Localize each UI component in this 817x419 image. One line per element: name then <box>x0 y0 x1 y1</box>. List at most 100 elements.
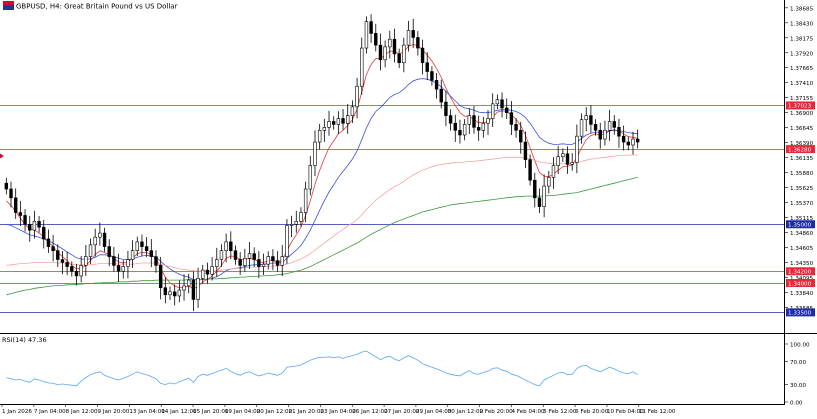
candle <box>191 271 196 312</box>
candle <box>495 94 500 110</box>
time-tick-label: 10 Feb 04:00 <box>607 409 644 415</box>
candle <box>182 274 186 301</box>
candle <box>350 100 355 124</box>
candle <box>448 109 453 131</box>
candle <box>598 122 602 149</box>
time-tick-label: 11 Feb 12:00 <box>639 409 676 415</box>
candle <box>261 253 266 276</box>
candle <box>289 215 294 238</box>
candle <box>88 238 93 264</box>
candle <box>70 261 74 277</box>
candle <box>561 148 565 163</box>
candle <box>331 116 336 130</box>
price-level-badge <box>786 220 815 229</box>
candle <box>430 66 434 86</box>
time-tick-label: 1 Jan 2026 <box>2 409 32 415</box>
price-tick-label: 1.37155 <box>790 96 814 102</box>
price-tick-label: 1.35880 <box>790 171 814 177</box>
candle <box>9 181 13 208</box>
time-tick-label: 23 Jan 04:00 <box>320 409 356 415</box>
candle <box>210 257 214 281</box>
candle <box>514 118 518 138</box>
price-tick-label: 1.36135 <box>790 156 814 162</box>
candle <box>621 125 626 151</box>
time-tick-label: 14 Jan 12:00 <box>161 409 197 415</box>
candle <box>18 200 23 227</box>
candle <box>303 181 308 223</box>
price-level-badge-text: 1.33500 <box>788 311 812 317</box>
symbol-flag-stripe <box>3 1 14 5</box>
time-tick-label: 9 Jan 20:00 <box>98 409 130 415</box>
price-tick-label: 1.36390 <box>790 141 814 147</box>
candle <box>467 108 472 134</box>
price-level-badge-text: 1.35000 <box>788 223 812 229</box>
candle <box>46 229 51 253</box>
candle <box>32 210 37 239</box>
header-area: GBPUSD, H4: Great Britain Pound vs US Do… <box>3 1 178 11</box>
candle <box>42 219 46 249</box>
candle <box>369 14 373 43</box>
candle <box>505 98 509 120</box>
price-level-badge-text: 1.34000 <box>788 281 812 287</box>
time-tick-label: 13 Jan 04:00 <box>129 409 165 415</box>
candle <box>308 156 313 196</box>
price-tick-label: 1.36900 <box>790 111 814 117</box>
candle <box>205 262 210 284</box>
candle <box>378 33 383 71</box>
price-level-badge-text: 1.36280 <box>788 147 812 153</box>
candle <box>172 284 177 306</box>
candle <box>523 131 528 169</box>
candle <box>65 251 69 276</box>
candle <box>56 244 60 267</box>
candle <box>224 233 228 263</box>
candle <box>154 250 158 273</box>
time-tick-label: 19 Jan 04:00 <box>225 409 261 415</box>
time-tick-label: 21 Jan 20:00 <box>289 409 325 415</box>
price-tick-label: 1.34095 <box>790 276 814 282</box>
candle <box>490 93 495 127</box>
rsi-tick-label: 0.00 <box>790 401 803 407</box>
time-tick-label: 5 Feb 12:00 <box>543 409 577 415</box>
chart-title: GBPUSD, H4: Great Britain Pound vs US Do… <box>16 3 178 11</box>
candle <box>187 273 191 294</box>
candle <box>406 20 411 52</box>
candle <box>402 37 406 73</box>
candle <box>322 118 327 142</box>
candle <box>51 234 55 262</box>
candle <box>177 280 182 303</box>
candle <box>336 111 341 134</box>
candle <box>635 129 640 149</box>
candle <box>37 216 41 233</box>
price-level-badge <box>786 101 815 110</box>
candle <box>360 37 364 95</box>
candle <box>593 119 598 136</box>
candle <box>252 247 256 267</box>
moving-average-line-1 <box>6 78 638 281</box>
candle <box>275 251 280 272</box>
candle <box>589 105 593 133</box>
candle <box>364 16 369 54</box>
candle <box>126 251 130 279</box>
candle <box>383 40 387 68</box>
symbol-flag-icon <box>3 1 14 10</box>
candle <box>116 253 121 282</box>
candle <box>453 114 457 142</box>
time-tick-label: 15 Jan 20:00 <box>193 409 229 415</box>
candle <box>612 115 616 135</box>
time-tick-label: 26 Jan 12:00 <box>352 409 388 415</box>
candle <box>575 124 579 174</box>
candle <box>603 120 607 146</box>
candle <box>233 245 238 265</box>
candle <box>420 39 425 75</box>
candle <box>4 177 9 195</box>
candle <box>266 251 270 270</box>
candle <box>486 110 490 135</box>
time-tick-label: 7 Jan 04:00 <box>34 409 66 415</box>
candle <box>313 130 317 177</box>
candle <box>346 103 350 134</box>
candle <box>121 260 125 279</box>
candle <box>607 109 612 141</box>
candle <box>149 239 154 268</box>
candle <box>130 240 135 268</box>
